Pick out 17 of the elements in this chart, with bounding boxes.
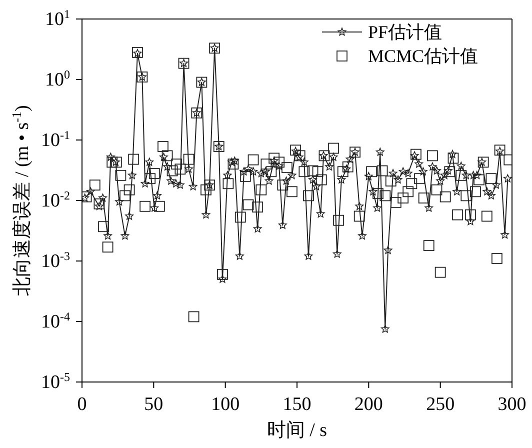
x-tick-label: 300: [498, 394, 526, 415]
x-tick-label: 0: [77, 394, 87, 415]
x-tick-label: 150: [282, 394, 312, 415]
y-tick-label: 10$^{1}$: [45, 7, 70, 30]
y-tick-label: 10$^{-4}$: [41, 310, 70, 332]
y-tick-label: 10$^{-2}$: [41, 188, 70, 212]
x-tick-label: 50: [144, 394, 164, 415]
legend-label: PF估计值: [368, 21, 442, 44]
x-tick-label: 250: [426, 394, 455, 415]
x-tick-label: 100: [211, 394, 240, 415]
y-tick-label: 10$^{-5}$: [41, 370, 70, 393]
legend-label: MCMC估计值: [368, 45, 478, 68]
x-axis-title: 时间 / s: [266, 420, 328, 441]
y-tick-label: 10$^{-1}$: [41, 128, 70, 151]
y-tick-label: 10$^{-3}$: [41, 249, 70, 272]
x-tick-label: 200: [354, 394, 383, 415]
y-tick-label: 10$^{0}$: [45, 68, 70, 90]
